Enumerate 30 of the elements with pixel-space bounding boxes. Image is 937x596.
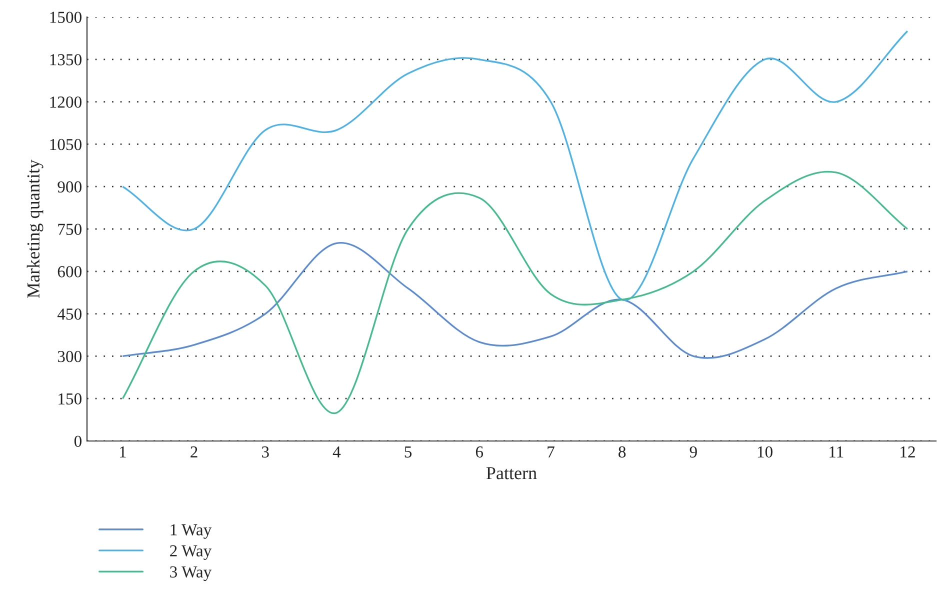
y-tick-label: 1350 xyxy=(50,54,82,66)
legend-label: 2 Way xyxy=(170,545,212,560)
x-tick-label: 9 xyxy=(690,446,697,458)
x-tick-label: 2 xyxy=(190,446,198,458)
x-tick-label: 10 xyxy=(758,446,772,458)
y-tick-label: 1500 xyxy=(50,12,82,23)
x-tick-label: 5 xyxy=(404,446,412,458)
x-tick-label: 6 xyxy=(476,446,484,458)
y-tick-label: 750 xyxy=(58,224,82,235)
y-tick-label: 1050 xyxy=(50,138,82,150)
y-tick-label: 0 xyxy=(74,436,82,447)
x-tick-label: 8 xyxy=(618,446,626,458)
legend-label: 3 Way xyxy=(170,566,212,581)
x-tick-label: 12 xyxy=(900,446,915,458)
y-tick-label: 900 xyxy=(58,181,82,193)
x-axis-title: Pattern xyxy=(486,467,537,480)
legend-label: 1 Way xyxy=(170,524,212,539)
x-tick-label: 3 xyxy=(262,446,269,458)
y-axis-title: Marketing quantity xyxy=(26,160,44,298)
y-tick-label: 450 xyxy=(57,308,82,320)
line-series xyxy=(122,30,908,300)
y-tick-label: 600 xyxy=(58,266,82,278)
x-tick-label: 11 xyxy=(830,446,844,458)
y-tick-label: 1200 xyxy=(50,96,82,108)
x-tick-label: 4 xyxy=(332,446,341,458)
y-tick-label: 300 xyxy=(58,350,82,362)
y-tick-label: 150 xyxy=(58,393,82,405)
x-tick-label: 7 xyxy=(548,446,554,458)
line-series xyxy=(122,170,908,414)
x-tick-label: 1 xyxy=(120,446,126,458)
